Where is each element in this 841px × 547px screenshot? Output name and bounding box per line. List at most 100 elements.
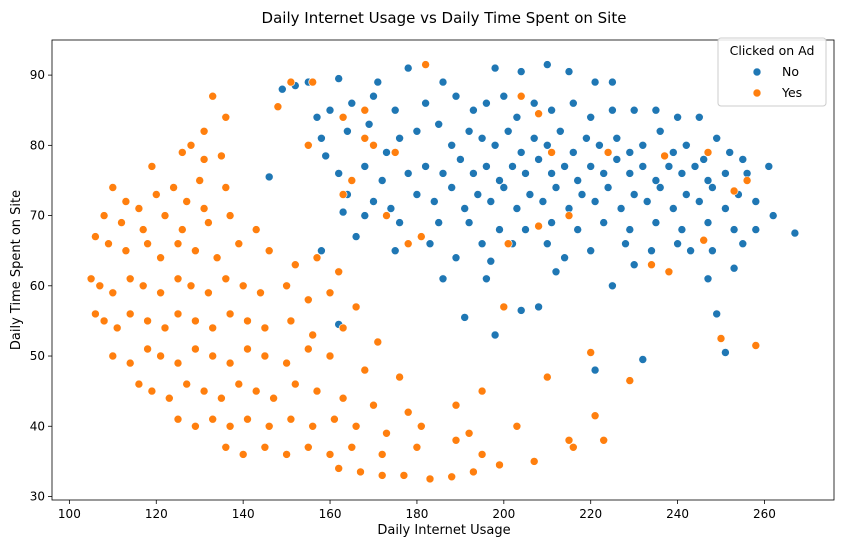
- x-tick-label-260: 260: [753, 507, 776, 521]
- data-point-yes-129: [347, 442, 357, 452]
- data-point-yes-111: [208, 414, 217, 424]
- data-point-yes-70: [191, 316, 200, 326]
- data-point-no-137: [477, 239, 487, 248]
- data-point-no-128: [599, 218, 609, 227]
- data-point-no-170: [560, 253, 569, 263]
- data-point-no-133: [729, 225, 739, 234]
- data-point-no-20: [469, 105, 478, 115]
- data-point-no-97: [473, 190, 483, 199]
- data-point-yes-14: [303, 141, 313, 150]
- data-point-yes-158: [586, 348, 596, 357]
- data-point-no-12: [608, 77, 617, 87]
- data-point-no-161: [490, 330, 500, 340]
- data-point-yes-160: [542, 372, 552, 382]
- data-point-no-96: [460, 204, 470, 213]
- data-point-yes-152: [699, 235, 709, 245]
- x-tick-label-180: 180: [405, 507, 428, 521]
- data-point-no-116: [721, 204, 730, 213]
- data-point-no-154: [460, 313, 470, 322]
- data-point-no-99: [499, 183, 509, 192]
- data-point-no-172: [686, 246, 695, 255]
- data-point-yes-40: [191, 246, 200, 255]
- data-point-no-83: [664, 162, 674, 171]
- data-point-no-43: [490, 141, 500, 150]
- data-point-yes-78: [373, 337, 383, 347]
- data-point-no-8: [516, 67, 526, 76]
- data-point-yes-145: [403, 239, 413, 248]
- data-point-yes-98: [199, 386, 209, 396]
- data-point-no-61: [334, 169, 344, 178]
- data-point-no-152: [703, 274, 713, 284]
- data-point-no-72: [521, 169, 530, 178]
- data-point-no-53: [625, 148, 635, 157]
- data-point-yes-161: [568, 442, 578, 452]
- data-point-yes-74: [260, 323, 270, 333]
- data-point-yes-44: [290, 260, 300, 270]
- data-point-yes-55: [204, 288, 213, 298]
- data-point-yes-61: [325, 288, 335, 298]
- data-point-yes-107: [403, 407, 413, 417]
- data-point-no-25: [547, 105, 556, 115]
- y-axis-ticks: 30 40 50 60 70 80 90: [30, 68, 52, 503]
- data-point-yes-23: [182, 197, 191, 206]
- data-point-no-63: [377, 176, 387, 185]
- data-point-no-119: [768, 211, 778, 220]
- data-point-yes-1: [308, 77, 318, 87]
- data-point-no-155: [516, 306, 526, 315]
- data-point-yes-5: [199, 127, 209, 136]
- legend-label-yes: Yes: [781, 85, 802, 100]
- data-point-yes-96: [165, 393, 174, 403]
- x-tick-label-140: 140: [232, 507, 255, 521]
- data-point-yes-8: [178, 148, 187, 157]
- data-point-yes-9: [199, 155, 209, 164]
- data-point-no-104: [564, 204, 574, 213]
- data-point-yes-159: [625, 376, 635, 385]
- data-point-no-88: [742, 169, 752, 178]
- data-point-yes-46: [334, 267, 344, 277]
- data-point-yes-174: [660, 151, 669, 161]
- data-point-yes-75: [286, 316, 296, 326]
- data-point-no-73: [534, 155, 543, 164]
- data-point-yes-131: [412, 442, 422, 452]
- data-point-yes-19: [121, 197, 131, 206]
- data-point-yes-39: [173, 239, 183, 248]
- legend-title: Clicked on Ad: [730, 43, 815, 58]
- y-tick-label-40: 40: [30, 419, 45, 433]
- data-point-no-26: [568, 98, 578, 108]
- data-point-no-92: [386, 204, 396, 213]
- data-point-no-47: [542, 141, 552, 150]
- data-point-no-125: [521, 225, 530, 234]
- data-point-yes-84: [191, 344, 200, 354]
- data-point-no-168: [451, 253, 461, 263]
- data-point-yes-143: [469, 467, 478, 477]
- data-point-no-153: [712, 309, 722, 319]
- data-point-no-164: [338, 207, 348, 217]
- data-point-yes-112: [225, 421, 235, 431]
- data-point-no-167: [425, 239, 435, 248]
- data-point-yes-48: [95, 281, 105, 291]
- data-point-yes-41: [212, 253, 222, 263]
- data-point-yes-82: [156, 351, 165, 361]
- data-point-no-6: [438, 77, 448, 87]
- data-point-yes-93: [395, 372, 404, 382]
- data-point-no-23: [512, 113, 522, 122]
- data-point-no-70: [495, 176, 504, 185]
- data-point-no-132: [703, 218, 713, 227]
- data-point-yes-26: [99, 211, 109, 220]
- data-point-no-65: [421, 162, 430, 171]
- data-point-yes-106: [369, 400, 378, 410]
- data-point-no-163: [321, 151, 331, 161]
- data-point-no-81: [638, 162, 648, 171]
- data-point-yes-136: [599, 435, 609, 445]
- data-point-no-85: [690, 162, 700, 171]
- data-point-no-129: [625, 225, 635, 234]
- x-tick-label-100: 100: [58, 507, 81, 521]
- data-point-yes-76: [308, 330, 318, 340]
- data-point-yes-66: [125, 309, 135, 319]
- data-point-no-110: [642, 197, 652, 206]
- data-point-yes-128: [325, 450, 335, 459]
- data-point-no-131: [677, 225, 687, 234]
- data-point-yes-119: [382, 428, 391, 438]
- data-point-yes-110: [191, 421, 200, 431]
- data-point-no-160: [721, 348, 730, 357]
